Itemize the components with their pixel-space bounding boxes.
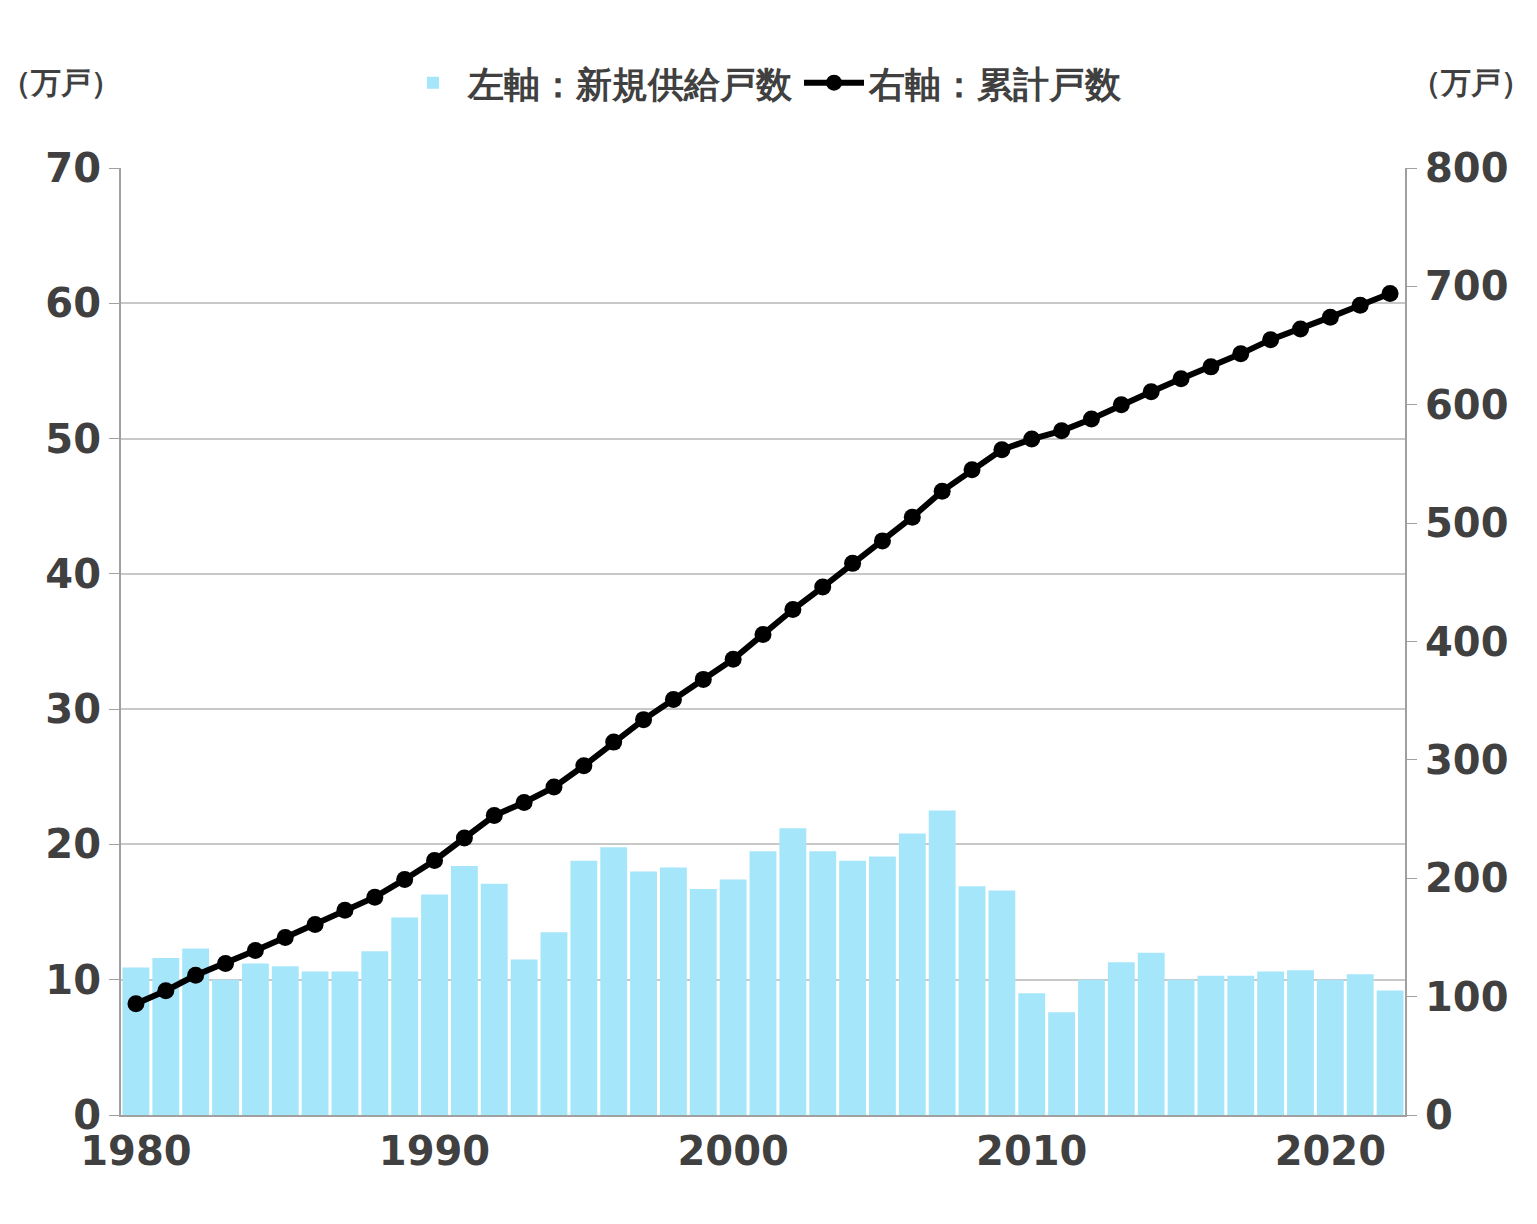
- svg-text:（万戸）: （万戸）: [1, 65, 121, 100]
- svg-text:2000: 2000: [677, 1128, 788, 1174]
- svg-text:2010: 2010: [976, 1128, 1087, 1174]
- svg-text:0: 0: [73, 1092, 101, 1138]
- svg-text:300: 300: [1425, 737, 1509, 783]
- svg-text:（万戸）: （万戸）: [1411, 65, 1531, 100]
- svg-text:500: 500: [1425, 500, 1509, 546]
- svg-text:100: 100: [1425, 974, 1509, 1020]
- svg-text:400: 400: [1425, 619, 1509, 665]
- svg-text:700: 700: [1425, 263, 1509, 309]
- svg-text:0: 0: [1425, 1092, 1453, 1138]
- svg-text:70: 70: [45, 145, 101, 191]
- svg-text:800: 800: [1425, 145, 1509, 191]
- svg-text:50: 50: [45, 416, 101, 462]
- svg-text:右軸：累計戸数: 右軸：累計戸数: [868, 64, 1122, 105]
- svg-text:1980: 1980: [80, 1128, 191, 1174]
- svg-text:60: 60: [45, 280, 101, 326]
- svg-text:20: 20: [45, 821, 101, 867]
- svg-text:10: 10: [45, 957, 101, 1003]
- svg-text:30: 30: [45, 686, 101, 732]
- svg-text:1990: 1990: [379, 1128, 490, 1174]
- svg-text:左軸：新規供給戸数: 左軸：新規供給戸数: [467, 64, 793, 105]
- svg-text:600: 600: [1425, 382, 1509, 428]
- svg-text:40: 40: [45, 551, 101, 597]
- svg-text:200: 200: [1425, 855, 1509, 901]
- svg-text:2020: 2020: [1275, 1128, 1386, 1174]
